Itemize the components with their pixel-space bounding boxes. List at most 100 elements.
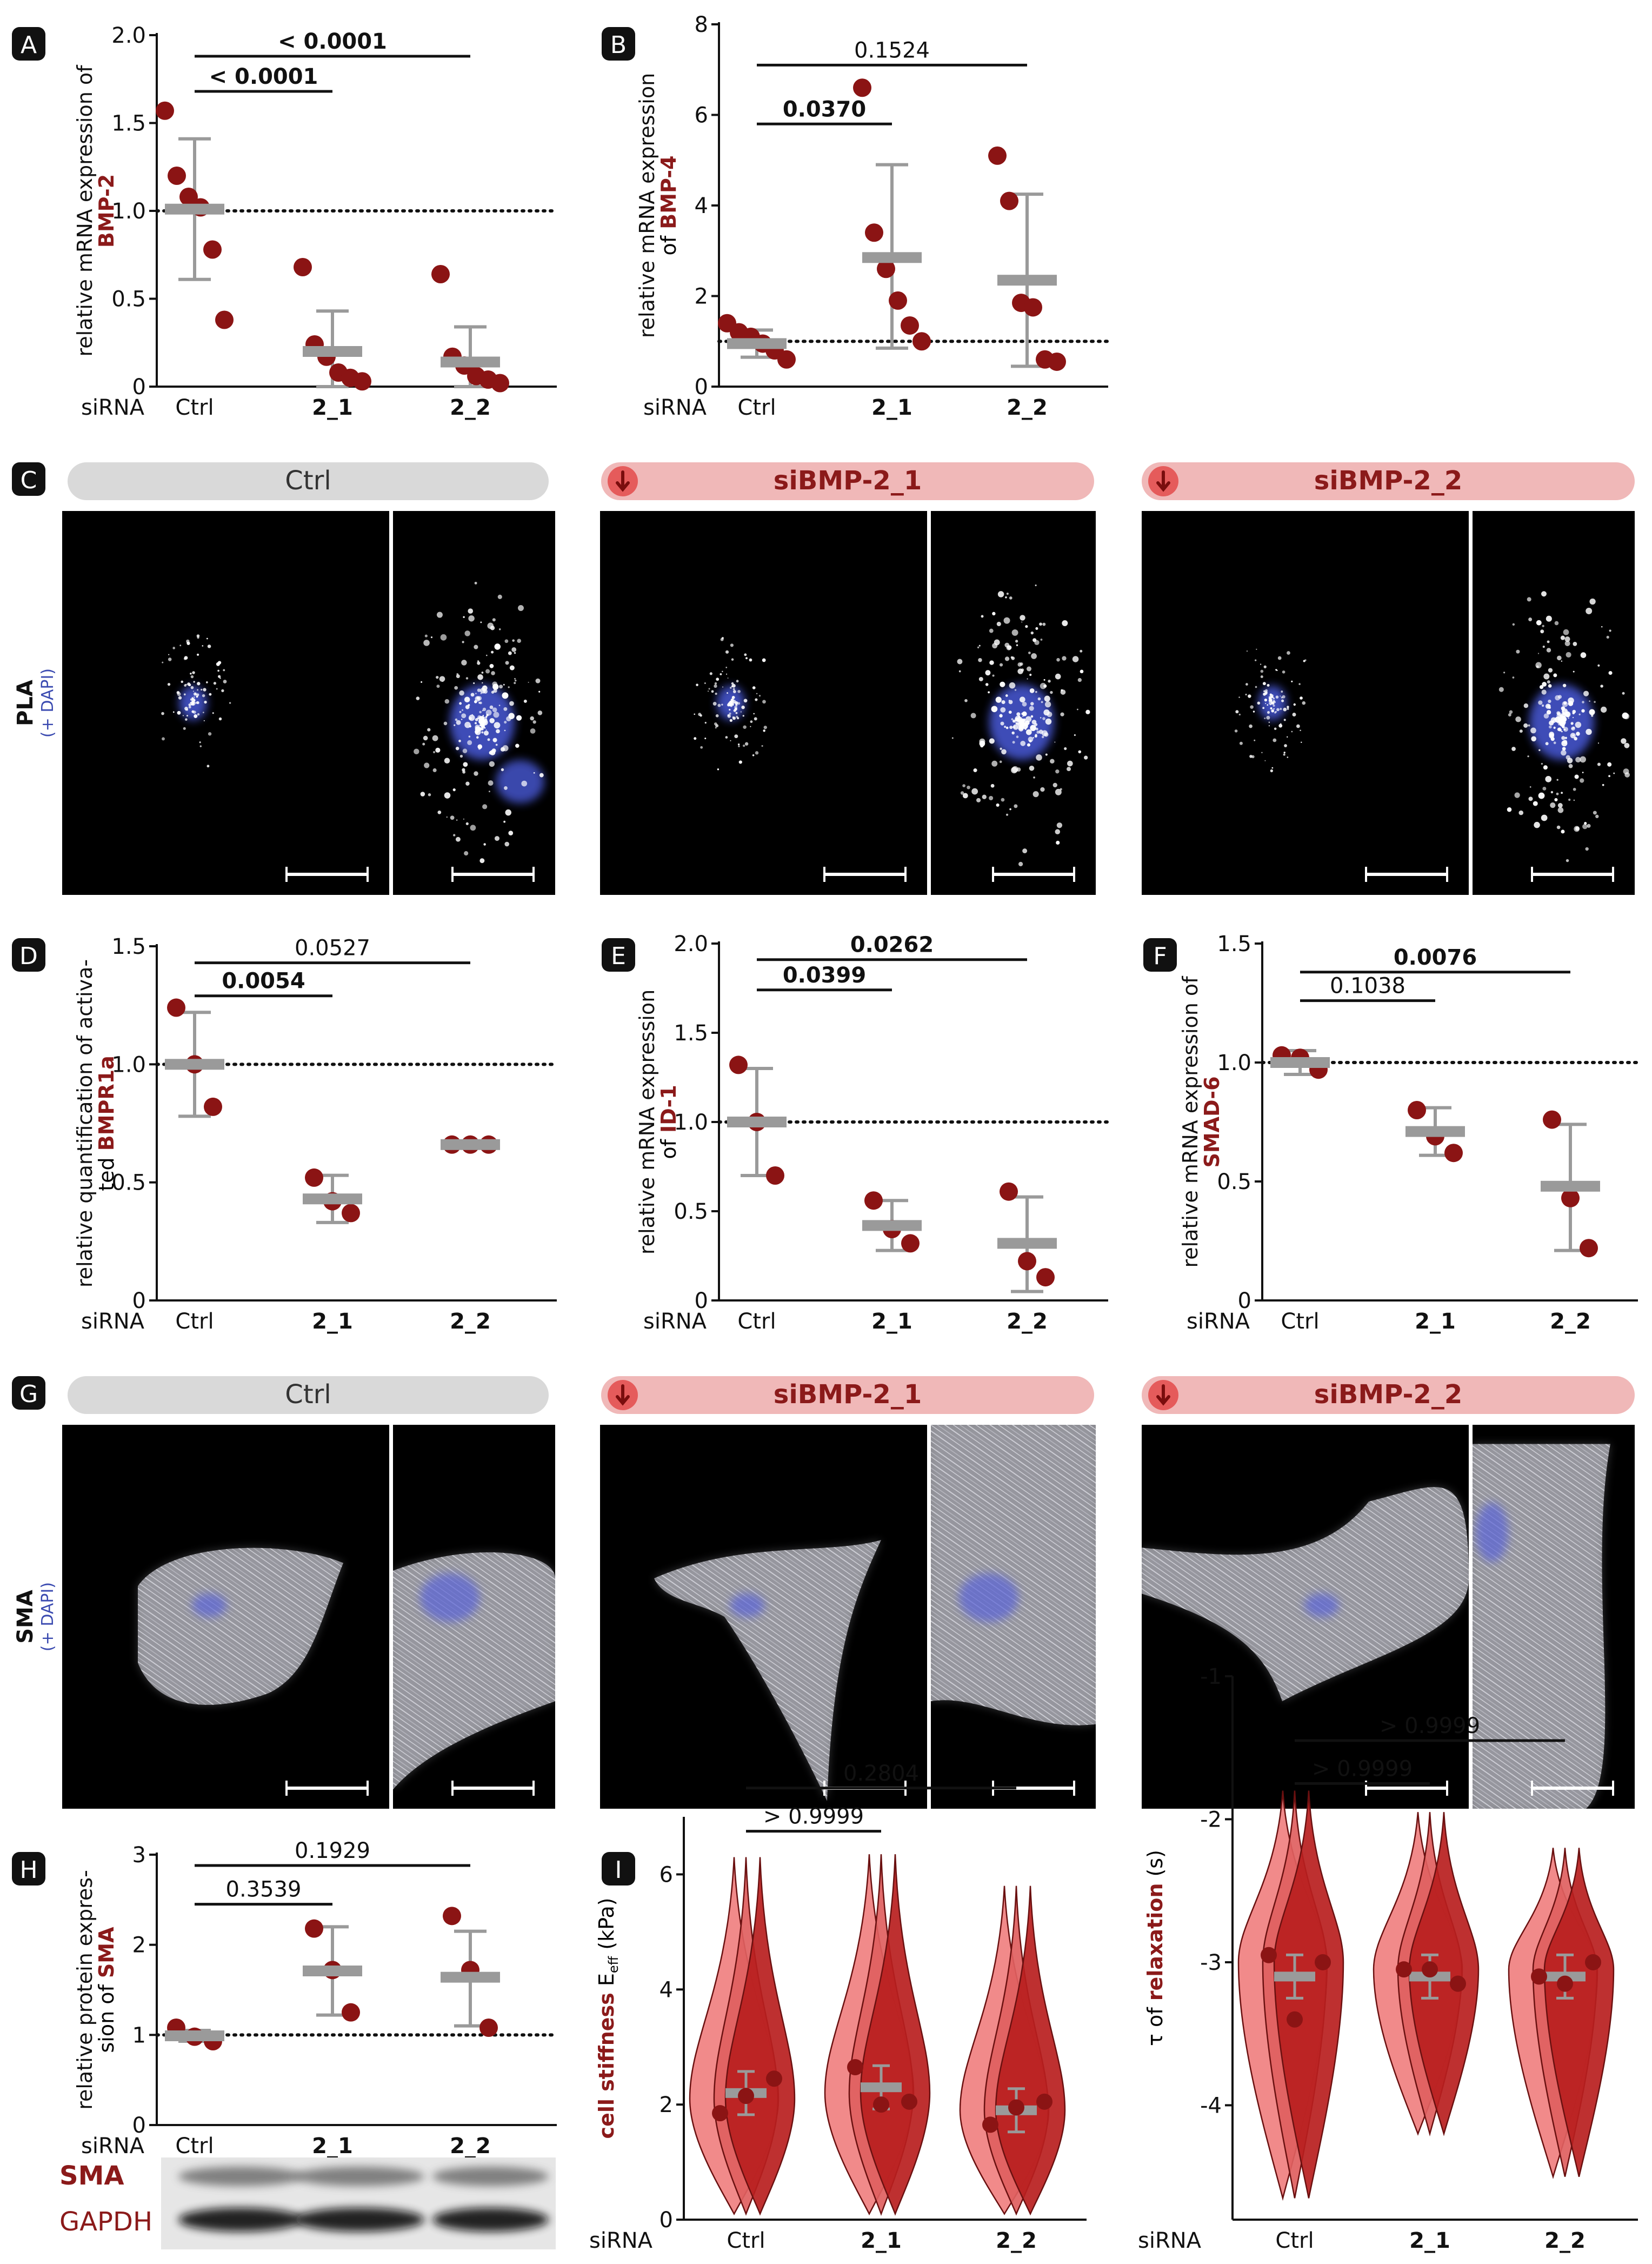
pla-dot: [1593, 811, 1597, 815]
pla-dot: [1557, 807, 1564, 813]
pla-dot: [982, 794, 987, 800]
pla-dot: [1035, 691, 1037, 693]
pla-dot: [1007, 645, 1012, 650]
pla-dot: [1531, 736, 1536, 742]
x-axis-title: siRNA: [643, 395, 707, 420]
pla-dot: [715, 692, 717, 695]
y-tick-label: 0: [132, 2113, 146, 2138]
pla-dot: [1548, 668, 1553, 673]
pla-dot: [1003, 617, 1010, 624]
y-axis-title-line1: relative mRNA expression: [635, 73, 659, 338]
condition-header: siBMP-2_1: [601, 1376, 1094, 1414]
pla-dot: [727, 692, 728, 694]
pla-dot: [218, 675, 221, 678]
pla-dot: [1271, 709, 1275, 713]
pla-dot: [494, 643, 501, 650]
y-tick-label: -4: [1200, 2093, 1222, 2118]
pla-dot: [468, 735, 471, 738]
pla-dot: [477, 688, 481, 692]
pla-dot: [736, 680, 739, 683]
pla-dot: [503, 820, 506, 823]
y-tick-label: 0: [695, 1289, 708, 1313]
pla-dot: [704, 721, 707, 724]
y-axis-title-line2: ted BMPR1a: [95, 1055, 118, 1191]
pla-dot: [964, 699, 968, 702]
pla-dot: [1265, 689, 1268, 692]
pla-dot: [1021, 712, 1024, 715]
gapdh-band: [295, 2208, 424, 2232]
pla-dot: [475, 718, 478, 721]
pla-dot: [424, 762, 430, 768]
pla-dot: [1055, 788, 1062, 795]
pla-dot: [1514, 792, 1520, 798]
y-axis-title-gene: BMP-2: [95, 174, 118, 248]
pla-dot: [530, 716, 535, 721]
pla-dot: [1291, 731, 1293, 733]
pla-dot: [1566, 652, 1571, 658]
pla-dot: [202, 694, 205, 698]
pla-dot: [1536, 665, 1539, 668]
pla-dot: [1267, 704, 1269, 706]
x-tick-label: Ctrl: [737, 1309, 776, 1334]
pla-dot: [712, 701, 717, 706]
pla-dot: [995, 696, 1002, 703]
pla-dot: [185, 709, 186, 711]
pla-dot: [1583, 691, 1589, 696]
pla-dot: [1018, 715, 1021, 718]
pla-dot: [725, 667, 728, 668]
y-tick-label: 1.5: [1217, 932, 1251, 957]
pla-dot: [1562, 683, 1567, 687]
pla-dot: [1556, 779, 1558, 781]
pla-dot: [708, 688, 710, 690]
condition-pill: [68, 1376, 549, 1414]
pla-dot: [184, 693, 186, 696]
x-tick-label: 2_1: [1415, 1309, 1456, 1334]
pla-dot: [1267, 711, 1270, 714]
pla-dot: [1036, 754, 1042, 761]
pla-dot: [191, 700, 195, 704]
pla-dot: [1553, 726, 1556, 729]
pla-dot: [1523, 723, 1528, 728]
pla-dot: [743, 725, 747, 729]
pla-dot: [1248, 694, 1251, 698]
pla-dot: [735, 712, 738, 714]
pla-dot: [181, 680, 183, 683]
pla-dot: [1582, 772, 1584, 773]
x-tick-label: 2_2: [450, 2134, 491, 2159]
pla-dot: [1536, 620, 1542, 626]
pla-dot: [1260, 663, 1262, 665]
pla-dot: [1012, 726, 1016, 729]
pla-dot: [1011, 731, 1015, 735]
pla-dot: [474, 722, 477, 725]
pla-dot: [1542, 786, 1547, 791]
pla-dot: [1580, 652, 1587, 658]
pla-dot: [1042, 622, 1046, 626]
pla-dot: [711, 690, 714, 693]
pla-dot: [1621, 738, 1627, 744]
pla-dot: [207, 645, 211, 648]
pla-dot: [763, 726, 767, 729]
pla-dot: [490, 749, 496, 755]
pla-dot: [477, 744, 483, 749]
microscopy-overview: [1142, 1425, 1469, 1809]
pla-dot: [465, 781, 470, 786]
pla-dot: [1296, 724, 1300, 728]
pla-dot: [1543, 713, 1549, 719]
pla-dot: [482, 714, 484, 716]
pla-dot: [502, 745, 509, 752]
pla-dot: [430, 636, 433, 639]
pla-dot: [501, 768, 504, 772]
pla-dot: [1276, 669, 1278, 672]
y-axis-title-gene: BMP-4: [657, 156, 681, 229]
pla-dot: [1608, 670, 1613, 675]
y-axis-title-line2: SMAD-6: [1200, 1076, 1224, 1167]
pla-dot: [1265, 702, 1267, 705]
pla-dot: [1275, 711, 1277, 713]
pla-dot: [1015, 721, 1016, 723]
pla-dot: [1601, 706, 1607, 713]
pla-dot: [1534, 821, 1540, 828]
pla-dot: [193, 681, 195, 683]
pla-dot: [464, 851, 469, 856]
pla-dot: [989, 738, 995, 744]
pla-dot: [694, 737, 697, 740]
